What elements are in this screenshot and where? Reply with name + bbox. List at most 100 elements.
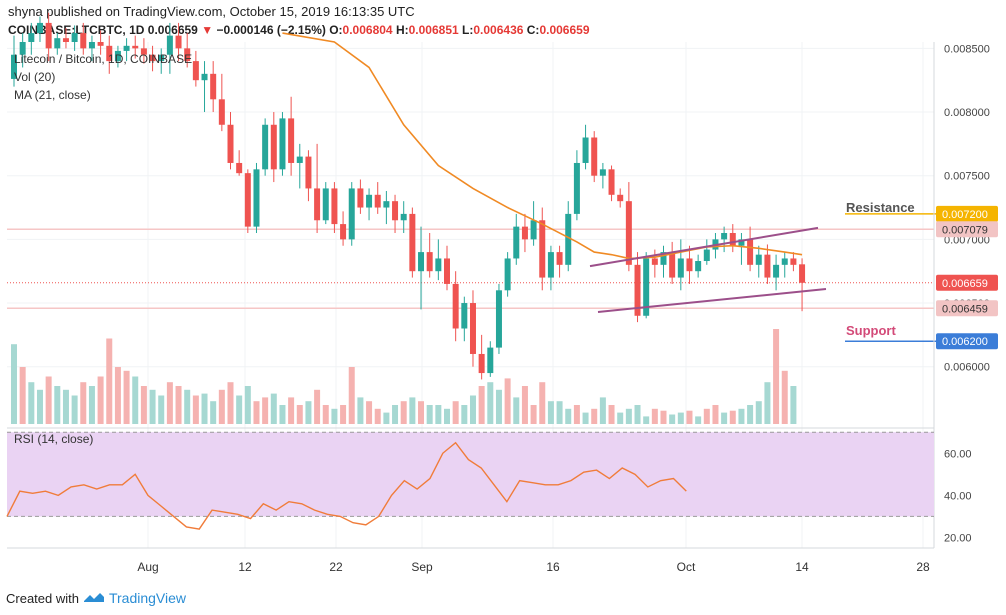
candle-body: [71, 33, 78, 42]
ma-legend: MA (21, close): [14, 88, 91, 102]
candle-body: [80, 33, 87, 49]
volume-bar: [764, 382, 771, 424]
volume-bar: [521, 386, 528, 424]
time-tick-label: 12: [238, 560, 252, 574]
volume-bar: [201, 393, 208, 424]
candle-body: [729, 233, 736, 246]
volume-bar: [452, 401, 459, 424]
volume-bar: [634, 405, 641, 424]
candle-body: [781, 258, 788, 265]
candle-body: [340, 224, 347, 240]
volume-bar: [530, 405, 537, 424]
candle-body: [201, 73, 208, 81]
time-tick-label: Aug: [137, 560, 158, 574]
candle-body: [790, 258, 797, 265]
candle-body: [547, 252, 554, 278]
candle-body: [166, 35, 173, 55]
volume-bar: [547, 401, 554, 424]
candle-body: [435, 258, 442, 272]
volume-bar: [478, 386, 485, 424]
tradingview-brand[interactable]: TradingView: [108, 590, 187, 606]
volume-bar: [686, 410, 693, 424]
volume-bars: [11, 329, 797, 424]
channel-upper-line: [589, 226, 819, 268]
volume-bar: [591, 408, 598, 424]
rsi-tick-label: 20.00: [944, 532, 972, 544]
candle-body: [62, 38, 69, 42]
price-label-text: 0.007200: [942, 209, 988, 221]
high-label: H:: [395, 23, 409, 37]
time-tick-label: 16: [546, 560, 560, 574]
volume-bar: [19, 367, 26, 424]
candle-body: [418, 252, 425, 272]
candle-body: [140, 48, 147, 55]
price-label-badge: [936, 205, 998, 222]
price-label-text: 0.006200: [942, 336, 988, 348]
volume-bar: [608, 405, 615, 424]
volume-bar: [426, 405, 433, 424]
candle-body: [426, 252, 433, 272]
candle-body: [192, 61, 199, 81]
volume-bar: [244, 386, 251, 424]
candle-body: [738, 239, 745, 246]
candle-body: [88, 42, 95, 49]
price-pane[interactable]: [7, 42, 934, 424]
volume-bar: [374, 408, 381, 424]
candle-body: [296, 156, 303, 163]
time-tick-label: Sep: [411, 560, 433, 574]
candle-body: [703, 249, 710, 262]
volume-bar: [504, 378, 511, 424]
candle-body: [331, 188, 338, 225]
volume-bar: [418, 401, 425, 424]
volume-bar: [357, 397, 364, 424]
volume-bar: [80, 382, 87, 424]
candle-body: [28, 33, 35, 42]
volume-bar: [184, 389, 191, 424]
candle-body: [305, 156, 312, 189]
volume-bar: [71, 395, 78, 424]
candle-body: [755, 254, 762, 265]
candles: [11, 12, 806, 380]
price-label-text: 0.006659: [942, 278, 988, 290]
price-label-badge: [936, 221, 998, 238]
rsi-band: [7, 432, 934, 517]
rsi-tick-label: 40.00: [944, 490, 972, 502]
volume-bar: [236, 395, 243, 424]
volume-bar: [227, 382, 234, 424]
volume-bar: [599, 397, 606, 424]
price-label-badge: [936, 300, 998, 317]
candle-body: [158, 54, 165, 62]
candle-body: [54, 38, 61, 49]
volume-bar: [322, 405, 329, 424]
candle-body: [643, 258, 650, 316]
candle-body: [19, 42, 26, 55]
time-tick-label: Oct: [677, 560, 696, 574]
volume-bar: [660, 410, 667, 424]
candle-body: [634, 264, 641, 316]
candle-body: [279, 118, 286, 170]
candle-body: [617, 194, 624, 202]
chart-title: Litecoin / Bitcoin, 1D, COINBASE: [14, 52, 193, 66]
volume-bar: [192, 395, 199, 424]
resistance-label: Resistance: [846, 200, 915, 215]
volume-bar: [513, 397, 520, 424]
volume-bar: [444, 408, 450, 424]
time-axis: Aug 12 22 Sep 16 Oct 14 28: [7, 547, 934, 574]
volume-bar: [695, 416, 702, 424]
volume-bar: [132, 376, 139, 424]
volume-bar: [582, 412, 589, 424]
price-tick-label: 0.008000: [944, 107, 990, 119]
volume-bar: [625, 408, 632, 424]
volume-bar: [253, 401, 260, 424]
candle-body: [383, 201, 390, 208]
last-price: 0.006659: [147, 23, 198, 37]
volume-bar: [210, 401, 217, 424]
candle-body: [357, 188, 364, 208]
candle-body: [236, 162, 243, 174]
price-tick-label: 0.007500: [944, 171, 990, 183]
price-label-text: 0.006459: [942, 303, 988, 315]
created-with-text: Created with: [6, 590, 79, 606]
price-tick-label: 0.008500: [944, 43, 990, 55]
volume-bar: [28, 382, 35, 424]
